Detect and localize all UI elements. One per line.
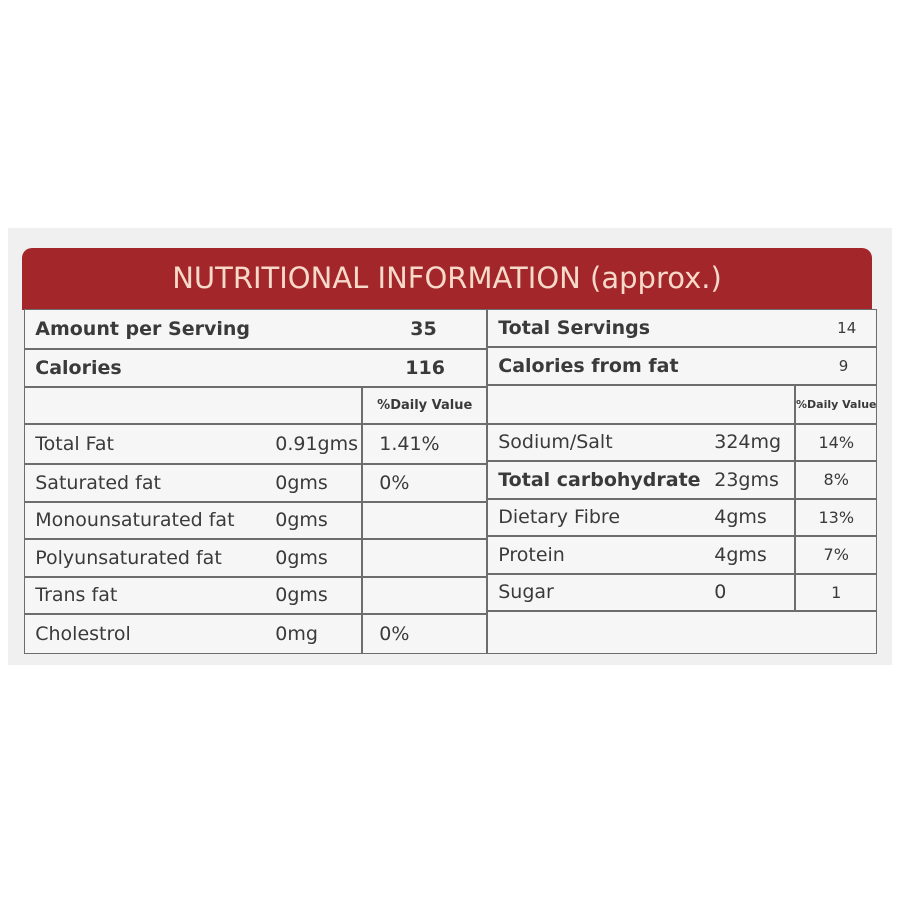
nutrient-daily-value: 13% — [795, 499, 878, 537]
left-nutrient-row: Monounsaturated fat 0gms — [24, 502, 363, 540]
nutrient-amount: 0gms — [275, 471, 328, 494]
nutrient-name: Dietary Fibre — [498, 506, 621, 529]
nutrient-name: Polyunsaturated fat — [35, 546, 222, 569]
calories-value: 116 — [405, 356, 445, 379]
total-servings-row: Total Servings 14 — [487, 309, 878, 348]
nutrient-name: Trans fat — [35, 584, 118, 607]
right-header-blank — [487, 385, 796, 425]
nutrient-daily-value — [362, 502, 488, 540]
right-nutrient-row: Dietary Fibre 4gms — [487, 499, 796, 537]
nutrient-name: Total Fat — [35, 432, 114, 455]
nutrient-amount: 23gms — [714, 468, 779, 491]
nutrient-daily-value: 0% — [362, 464, 488, 503]
nutrient-name: Sugar — [498, 581, 554, 604]
nutrient-amount: 0 — [714, 581, 727, 604]
left-nutrient-row: Polyunsaturated fat 0gms — [24, 539, 363, 578]
nutrient-name: Total carbohydrate — [498, 468, 701, 491]
nutrient-daily-value: 1.41% — [362, 424, 488, 465]
left-nutrient-row: Saturated fat 0gms — [24, 464, 363, 503]
left-nutrient-row: Cholestrol 0mg — [24, 614, 363, 655]
amount-per-serving-row: Amount per Serving 35 — [24, 309, 488, 350]
nutrient-amount: 4gms — [714, 506, 767, 529]
nutrition-title: NUTRITIONAL INFORMATION (approx.) — [22, 248, 872, 310]
right-empty-row — [487, 611, 878, 655]
nutrient-name: Saturated fat — [35, 471, 161, 494]
calories-row: Calories 116 — [24, 349, 488, 388]
right-nutrient-row: Sodium/Salt 324mg — [487, 424, 796, 462]
right-nutrient-row: Total carbohydrate 23gms — [487, 461, 796, 500]
left-daily-value-header: %Daily Value — [362, 387, 488, 425]
left-header-blank — [24, 387, 363, 425]
nutrient-name: Sodium/Salt — [498, 431, 613, 454]
right-nutrient-row: Protein 4gms — [487, 536, 796, 575]
calories-from-fat-row: Calories from fat 9 — [487, 347, 878, 386]
nutrient-daily-value: 0% — [362, 614, 488, 655]
nutrient-name: Cholestrol — [35, 622, 131, 645]
left-nutrient-row: Total Fat 0.91gms — [24, 424, 363, 465]
nutrient-daily-value: 1 — [795, 574, 878, 612]
nutrient-amount: 0mg — [275, 622, 318, 645]
nutrient-daily-value — [362, 577, 488, 615]
nutrient-daily-value — [362, 539, 488, 578]
total-servings-label: Total Servings — [498, 316, 651, 339]
total-servings-value: 14 — [837, 318, 857, 337]
nutrient-amount: 0.91gms — [275, 432, 359, 455]
nutrient-daily-value: 14% — [795, 424, 878, 462]
nutrient-amount: 0gms — [275, 509, 328, 532]
left-nutrient-row: Trans fat 0gms — [24, 577, 363, 615]
nutrient-amount: 0gms — [275, 546, 328, 569]
calories-from-fat-label: Calories from fat — [498, 354, 679, 377]
amount-per-serving-label: Amount per Serving — [35, 317, 250, 340]
amount-per-serving-value: 35 — [410, 317, 437, 340]
nutrient-amount: 0gms — [275, 584, 328, 607]
nutrient-amount: 4gms — [714, 543, 767, 566]
nutrient-daily-value: 7% — [795, 536, 878, 575]
nutrient-daily-value: 8% — [795, 461, 878, 500]
nutrient-amount: 324mg — [714, 431, 782, 454]
nutrient-name: Monounsaturated fat — [35, 509, 235, 532]
nutrient-name: Protein — [498, 543, 565, 566]
right-nutrient-row: Sugar 0 — [487, 574, 796, 612]
right-daily-value-header: %Daily Value — [795, 385, 878, 425]
calories-from-fat-value: 9 — [838, 356, 849, 375]
calories-label: Calories — [35, 356, 122, 379]
